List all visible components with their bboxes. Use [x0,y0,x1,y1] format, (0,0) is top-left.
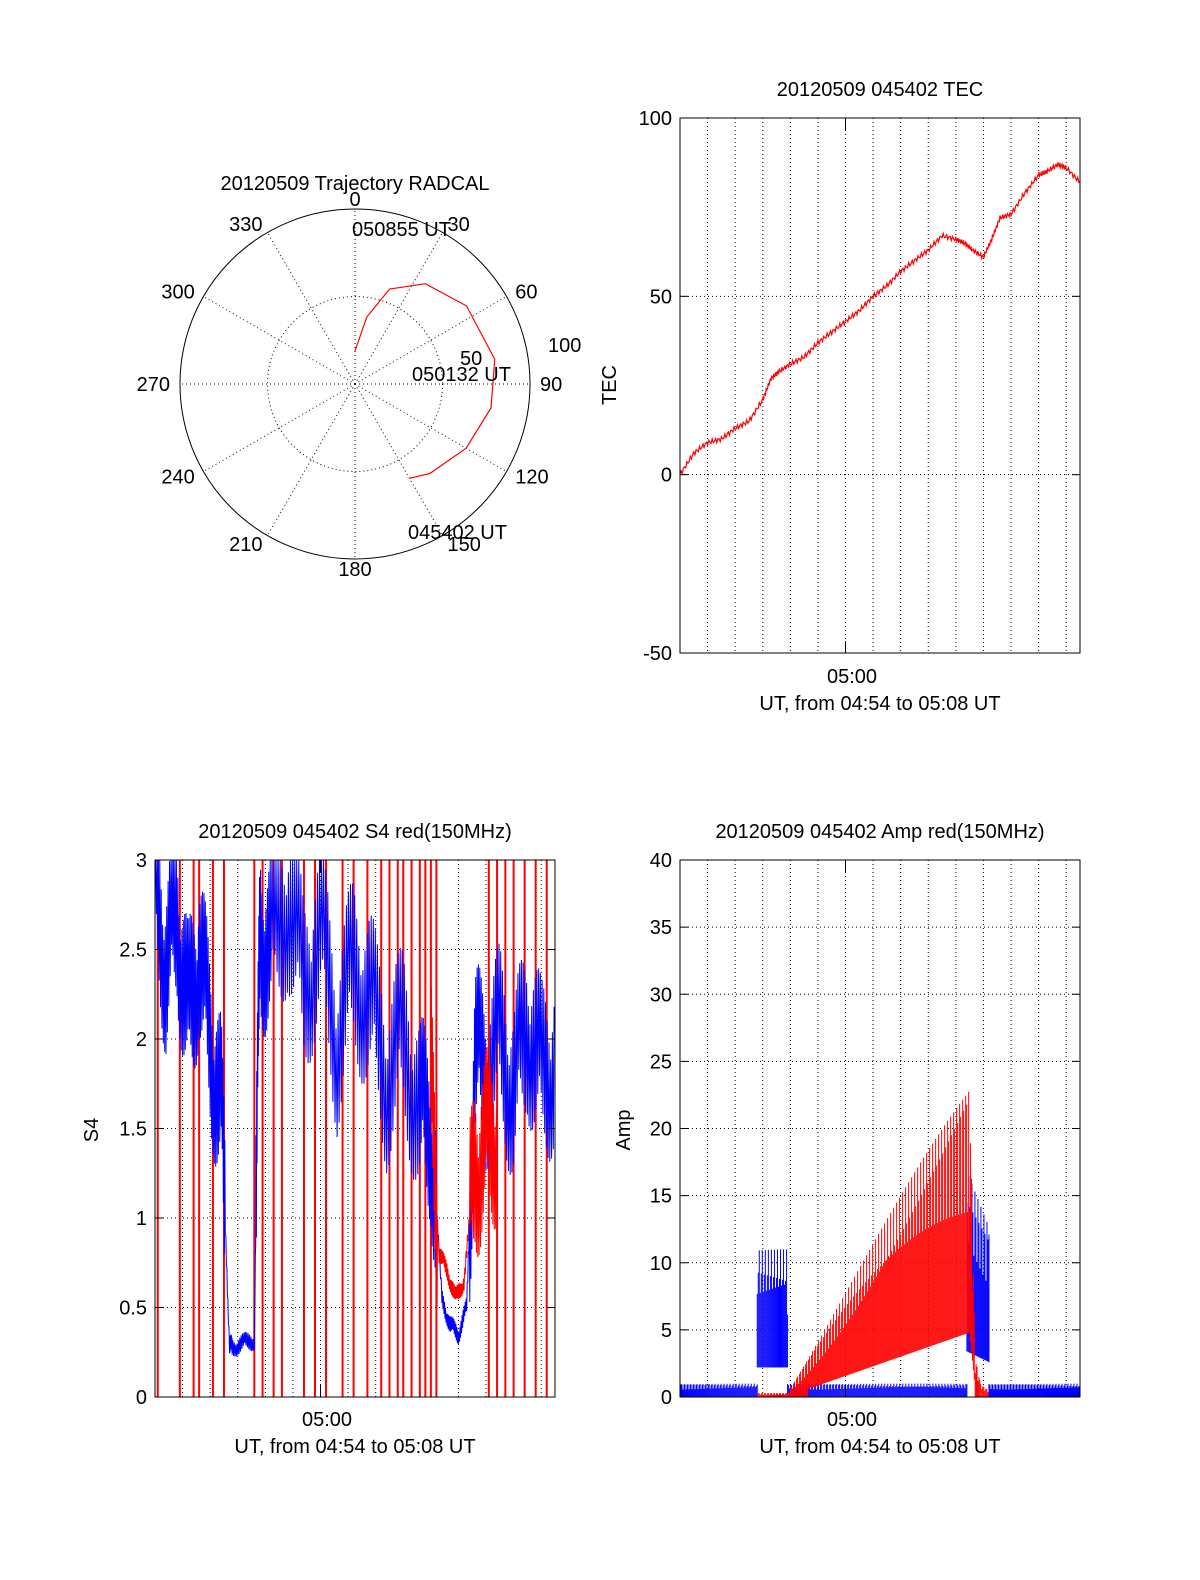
y-tick-label: 50 [650,286,672,308]
polar-az-label: 180 [338,559,371,581]
y-tick-label: 100 [639,108,672,130]
polar-grid [180,209,530,559]
polar-spoke [354,383,443,536]
tec-title: 20120509 045402 TEC [777,79,983,101]
tec-series-line [679,162,1081,476]
polar-annotation-start: 045402 UT [408,522,507,544]
s4-title: 20120509 045402 S4 red(150MHz) [198,821,512,843]
y-tick-label: 1 [136,1208,147,1230]
polar-az-label: 0 [349,189,360,211]
s4-xtick-label: 05:00 [302,1409,352,1431]
s4-xlabel: UT, from 04:54 to 05:08 UT [234,1436,475,1458]
y-tick-label: 0 [661,1387,672,1409]
polar-annotation-end: 050855 UT [352,219,451,241]
polar-az-label: 300 [161,282,194,304]
amp-xlabel: UT, from 04:54 to 05:08 UT [759,1436,1000,1458]
amp-title: 20120509 045402 Amp red(150MHz) [715,821,1044,843]
y-tick-label: 5 [661,1320,672,1342]
polar-spoke [267,383,356,536]
polar-radius-label-50: 50 [460,348,482,370]
polar-az-label: 150 [448,534,481,556]
y-tick-label: 10 [650,1253,672,1275]
polar-az-label: 270 [137,374,170,396]
tec-y-ticks: 100 50 0 -50 [639,108,1080,665]
s4-panel: 20120509 045402 S4 red(150MHz) 3 2.5 2 1.5 1… [81,821,556,1458]
s4-series-blue [154,859,555,1357]
polar-spoke [354,232,443,385]
y-tick-label: 35 [650,917,672,939]
amp-xtick-label: 05:00 [827,1409,877,1431]
amp-series [679,1091,1080,1397]
polar-azimuth-labels: 0 30 60 90 120 150 180 210 240 270 300 330 [137,189,563,581]
y-tick-label: 15 [650,1186,672,1208]
tec-xlabel: UT, from 04:54 to 05:08 UT [759,693,1000,715]
polar-panel: 20120509 Trajectory RADCAL 0 30 60 90 120 150… [137,173,582,581]
y-tick-label: 30 [650,984,672,1006]
y-tick-label: 40 [650,850,672,872]
y-tick-label: 20 [650,1119,672,1141]
s4-series-red [430,988,497,1308]
y-tick-label: 2 [136,1029,147,1051]
amp-panel: 20120509 045402 Amp red(150MHz) 40 35 30 25… [613,821,1081,1458]
tec-xtick-label: 05:00 [827,666,877,688]
polar-spoke [267,232,356,385]
polar-az-label: 90 [540,374,562,396]
y-tick-label: 0.5 [119,1298,147,1320]
polar-az-label: 330 [229,214,262,236]
amp-ylabel: Amp [613,1109,635,1150]
tec-series [679,162,1081,476]
polar-az-label: 240 [161,467,194,489]
tec-ylabel: TEC [599,365,621,405]
polar-annotation-mid: 050132 UT [412,364,511,386]
y-tick-label: 3 [136,850,147,872]
polar-radius-label-100: 100 [548,335,581,357]
y-tick-label: 0 [661,465,672,487]
s4-series [154,859,555,1397]
s4-y-ticks: 3 2.5 2 1.5 1 0.5 0 [119,850,555,1409]
tec-plot-frame [679,117,1081,654]
y-tick-label: 0 [136,1387,147,1409]
polar-outer-circle [179,208,531,560]
tec-grid [680,118,1080,653]
y-tick-label: 25 [650,1051,672,1073]
amp-y-ticks: 40 35 30 25 20 15 10 5 0 [650,850,1080,1409]
polar-az-label: 120 [515,467,548,489]
y-tick-label: 1.5 [119,1119,147,1141]
polar-trajectory-line [354,283,496,479]
polar-az-label: 30 [448,214,470,236]
polar-az-label: 210 [229,534,262,556]
polar-spoke [354,383,507,472]
polar-az-label: 60 [515,282,537,304]
amp-grid [680,860,1080,1397]
y-tick-label: 2.5 [119,940,147,962]
polar-ring [267,296,443,472]
s4-ylabel: S4 [81,1118,103,1142]
polar-title: 20120509 Trajectory RADCAL [220,173,489,195]
y-tick-label: -50 [643,643,672,665]
